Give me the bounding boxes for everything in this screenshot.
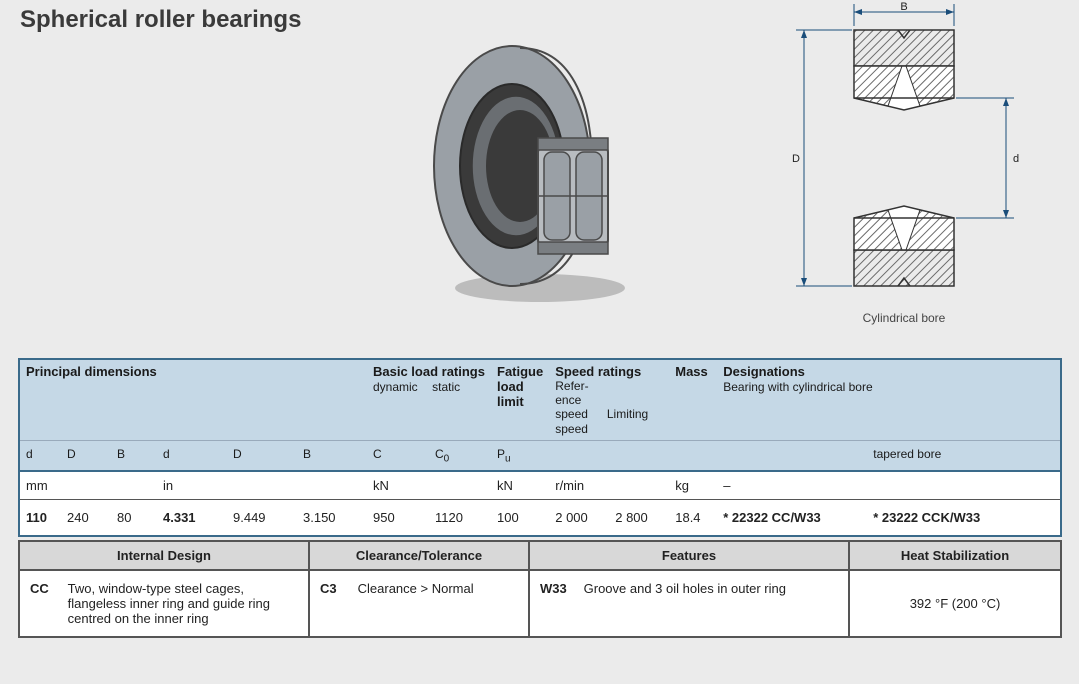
- th-heat: Heat Stabilization: [849, 541, 1061, 570]
- unit-mm: mm: [19, 471, 157, 500]
- sym-B2: B: [297, 441, 367, 472]
- val-lim: 2 800: [609, 500, 669, 537]
- val-D-in: 9.449: [227, 500, 297, 537]
- th-principal: Principal dimensions: [19, 359, 367, 441]
- unit-dash: –: [717, 471, 1061, 500]
- unit-kg: kg: [669, 471, 717, 500]
- spec-table: Principal dimensions Basic load ratings …: [18, 358, 1062, 537]
- th-internal: Internal Design: [19, 541, 309, 570]
- sym-d: d: [19, 441, 61, 472]
- sym-d2: d: [157, 441, 227, 472]
- schematic-caption: Cylindrical bore: [784, 311, 1024, 325]
- val-d-in: 4.331: [157, 500, 227, 537]
- svg-text:B: B: [900, 1, 907, 13]
- val-Pu: 100: [491, 500, 549, 537]
- sym-C0: C0: [429, 441, 491, 472]
- val-desig-tap: * 23222 CCK/W33: [867, 500, 1061, 537]
- val-d-mm: 110: [19, 500, 61, 537]
- unit-in: in: [157, 471, 367, 500]
- val-C0: 1120: [429, 500, 491, 537]
- sym-lim: [609, 441, 669, 472]
- sym-cyl: [717, 441, 867, 472]
- sym-ref: [549, 441, 609, 472]
- val-mass: 18.4: [669, 500, 717, 537]
- features-code: W33: [540, 581, 580, 596]
- th-basic-load: Basic load ratings dynamic static: [367, 359, 491, 441]
- val-ref: 2 000: [549, 500, 609, 537]
- th-features: Features: [529, 541, 849, 570]
- sym-D2: D: [227, 441, 297, 472]
- th-clearance: Clearance/Tolerance: [309, 541, 529, 570]
- sym-C: C: [367, 441, 429, 472]
- th-designations: Designations Bearing with cylindrical bo…: [717, 359, 1061, 441]
- internal-desc: Two, window-type steel cages, flangeless…: [68, 581, 296, 626]
- th-mass: Mass: [669, 359, 717, 441]
- page-title: Spherical roller bearings: [20, 6, 301, 34]
- th-fatigue: Fatigue load limit: [491, 359, 549, 441]
- unit-kN2: kN: [491, 471, 549, 500]
- sym-B: B: [111, 441, 157, 472]
- sym-D: D: [61, 441, 111, 472]
- unit-kN: kN: [367, 471, 491, 500]
- schematic-diagram: B D d Cylindrical bore: [784, 0, 1024, 325]
- sym-tap: tapered bore: [867, 441, 1061, 472]
- th-speed: Speed ratings Refer-ence speed Limiting …: [549, 359, 669, 441]
- svg-text:d: d: [1013, 153, 1019, 165]
- unit-rmin: r/min: [549, 471, 669, 500]
- clearance-desc: Clearance > Normal: [358, 581, 474, 596]
- sym-mass: [669, 441, 717, 472]
- features-desc: Groove and 3 oil holes in outer ring: [584, 581, 836, 596]
- svg-text:D: D: [792, 153, 800, 165]
- feature-table: Internal Design Clearance/Tolerance Feat…: [18, 540, 1062, 638]
- val-B-mm: 80: [111, 500, 157, 537]
- bearing-3d-illustration: [420, 26, 640, 306]
- val-C: 950: [367, 500, 429, 537]
- cell-clearance: C3 Clearance > Normal: [309, 570, 529, 637]
- sym-Pu: Pu: [491, 441, 549, 472]
- val-D-mm: 240: [61, 500, 111, 537]
- internal-code: CC: [30, 581, 64, 596]
- cell-internal: CC Two, window-type steel cages, flangel…: [19, 570, 309, 637]
- cell-heat: 392 °F (200 °C): [849, 570, 1061, 637]
- val-desig-cyl: * 22322 CC/W33: [717, 500, 867, 537]
- clearance-code: C3: [320, 581, 354, 596]
- val-B-in: 3.150: [297, 500, 367, 537]
- cell-features: W33 Groove and 3 oil holes in outer ring: [529, 570, 849, 637]
